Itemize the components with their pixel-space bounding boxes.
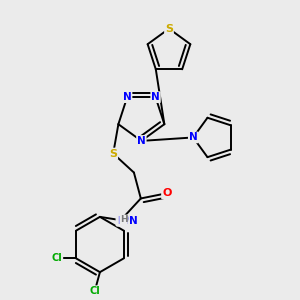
- Text: S: S: [109, 148, 117, 159]
- Text: Cl: Cl: [89, 286, 100, 296]
- Text: N: N: [126, 216, 135, 226]
- Text: H: H: [116, 216, 124, 225]
- Text: N: N: [151, 92, 160, 102]
- Text: H: H: [120, 215, 128, 224]
- Text: HN: HN: [117, 216, 134, 226]
- Text: N: N: [189, 133, 197, 142]
- Text: S: S: [165, 24, 173, 34]
- Text: N: N: [123, 92, 131, 102]
- Text: O: O: [162, 188, 171, 198]
- Text: N: N: [129, 216, 138, 226]
- Text: N: N: [137, 136, 146, 146]
- Text: Cl: Cl: [52, 253, 62, 263]
